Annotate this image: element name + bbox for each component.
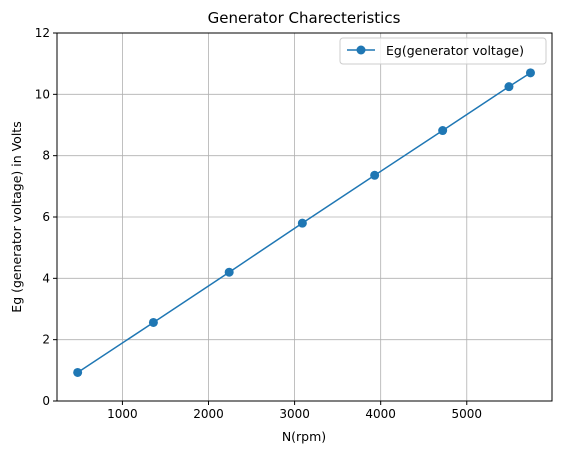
y-tick-label: 6 (42, 210, 50, 224)
chart-title: Generator Charecteristics (208, 9, 401, 27)
data-point (148, 317, 158, 327)
series-line (77, 72, 531, 374)
y-tick-label: 10 (35, 87, 50, 101)
x-tick-label: 3000 (279, 407, 310, 421)
data-point (73, 367, 83, 377)
ticks: 1000 2000 3000 4000 5000 0 2 4 6 8 10 12 (35, 26, 482, 421)
series-layer (73, 68, 535, 377)
y-axis-label: Eg (generator voltage) in Volts (9, 121, 24, 312)
data-point (438, 126, 448, 136)
x-tick-label: 1000 (107, 407, 138, 421)
legend-label: Eg(generator voltage) (386, 43, 524, 58)
x-axis-label: N(rpm) (282, 429, 326, 444)
legend-marker-swatch (356, 45, 366, 55)
data-point (525, 68, 535, 78)
y-tick-label: 4 (42, 271, 50, 285)
x-tick-label: 4000 (365, 407, 396, 421)
y-tick-label: 2 (42, 333, 50, 347)
y-tick-label: 0 (42, 394, 50, 408)
x-tick-label: 5000 (452, 407, 483, 421)
legend-frame (339, 37, 547, 65)
data-point (370, 170, 380, 180)
y-tick-label: 8 (42, 149, 50, 163)
x-tick-label: 2000 (193, 407, 224, 421)
legend: Eg(generator voltage) (339, 37, 547, 65)
data-point (504, 82, 514, 92)
data-point (224, 267, 234, 277)
y-tick-label: 12 (35, 26, 50, 40)
data-point (297, 218, 307, 228)
